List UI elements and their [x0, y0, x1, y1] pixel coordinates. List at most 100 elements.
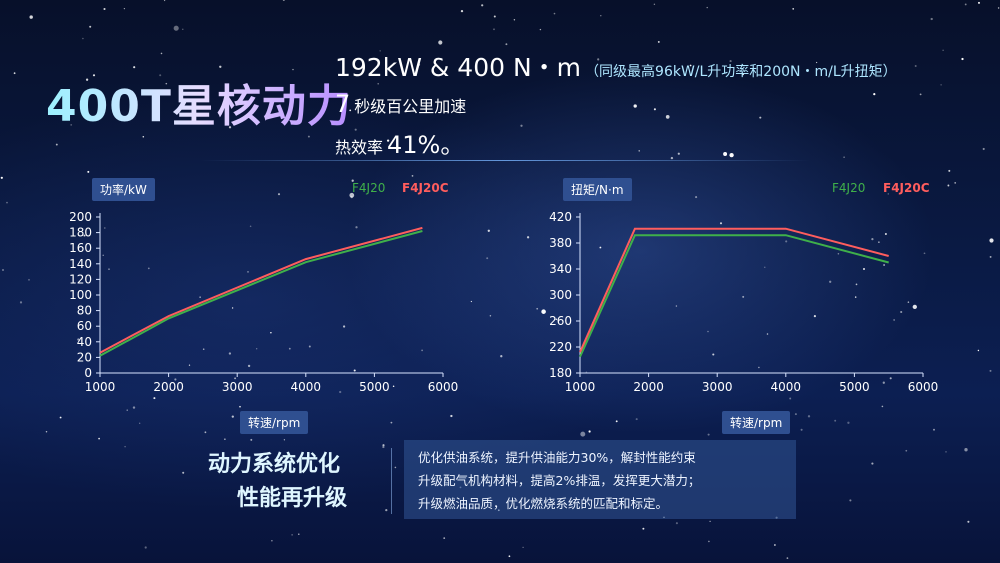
- star: [642, 527, 645, 530]
- star: [633, 104, 637, 108]
- star: [353, 369, 356, 372]
- star: [288, 347, 291, 350]
- star: [967, 520, 970, 523]
- y-tick-label: 80: [77, 304, 92, 318]
- star: [764, 266, 766, 268]
- star: [411, 175, 414, 177]
- star: [77, 338, 80, 341]
- star: [92, 74, 96, 77]
- star: [70, 123, 73, 126]
- star: [250, 438, 253, 441]
- star: [947, 184, 950, 187]
- star: [742, 295, 745, 298]
- star: [675, 522, 678, 525]
- power-torque-value: 192kW & 400 N・m: [335, 53, 582, 82]
- star: [741, 73, 745, 76]
- star: [182, 28, 184, 30]
- star: [13, 72, 16, 75]
- star: [657, 40, 660, 43]
- star: [256, 348, 258, 350]
- y-tick-label: 340: [549, 262, 572, 276]
- star: [144, 546, 147, 549]
- star: [394, 466, 397, 469]
- star: [513, 19, 516, 21]
- star: [526, 236, 530, 239]
- star: [766, 333, 769, 335]
- star: [829, 280, 832, 283]
- star: [124, 445, 126, 448]
- star: [470, 300, 473, 303]
- torque-legend-f4j20: F4J20: [832, 181, 866, 195]
- star: [307, 135, 310, 138]
- star: [486, 257, 489, 260]
- star: [204, 431, 207, 434]
- star: [174, 378, 177, 381]
- star: [339, 390, 342, 394]
- star: [597, 58, 600, 61]
- star: [342, 325, 346, 328]
- star: [298, 533, 300, 535]
- torque-chart: 180 220 260 300 340 380 420 1000 2000 3000 4000 500…: [549, 210, 938, 394]
- star: [2, 269, 4, 271]
- star: [989, 238, 994, 243]
- star: [964, 448, 968, 452]
- power-chart-ylabel: 功率/kW: [92, 178, 155, 201]
- description-line: 升级燃油品质，优化燃烧系统的匹配和标定。: [418, 496, 669, 511]
- star: [794, 413, 797, 416]
- star: [670, 156, 674, 160]
- description-line: 优化供油系统，提升供油能力30%，解封性能约束: [418, 450, 696, 465]
- star: [123, 7, 126, 10]
- star: [989, 369, 992, 372]
- star: [729, 152, 734, 158]
- star: [553, 12, 556, 15]
- star: [224, 438, 226, 440]
- star: [580, 431, 586, 437]
- star: [500, 355, 503, 358]
- series-line-f4j20: [99, 230, 423, 357]
- y-tick-label: 100: [69, 288, 92, 302]
- y-tick-label: 220: [549, 340, 572, 354]
- star: [188, 364, 191, 366]
- y-tick-label: 200: [69, 210, 92, 224]
- star: [355, 226, 358, 229]
- star: [231, 307, 234, 309]
- star: [508, 555, 511, 558]
- x-tick-label: 6000: [428, 380, 459, 394]
- star: [139, 422, 141, 424]
- star: [382, 445, 385, 449]
- x-tick-label: 2000: [633, 380, 664, 394]
- star: [813, 315, 816, 318]
- star: [919, 93, 922, 96]
- star: [108, 268, 110, 270]
- star: [882, 381, 885, 384]
- star: [159, 74, 162, 77]
- highlight-line-2: 性能再升级: [237, 486, 348, 511]
- star: [834, 419, 837, 422]
- torque-chart-ylabel: 扭矩/N·m: [563, 178, 632, 201]
- star: [638, 150, 640, 152]
- star: [0, 176, 3, 179]
- star: [98, 437, 100, 440]
- star: [202, 348, 205, 350]
- star: [706, 6, 708, 9]
- star: [948, 169, 951, 172]
- star: [6, 201, 8, 204]
- star: [87, 170, 90, 173]
- power-chart-xlabel: 转速/rpm: [240, 411, 309, 434]
- star: [339, 58, 341, 60]
- star: [292, 68, 294, 71]
- series-line-f4j20c: [99, 226, 423, 354]
- star: [977, 349, 980, 352]
- star: [881, 405, 884, 408]
- star: [390, 421, 393, 424]
- series-line-f4j20c: [579, 227, 889, 353]
- y-tick-label: 260: [549, 314, 572, 328]
- x-tick-label: 3000: [222, 380, 253, 394]
- star: [45, 430, 48, 433]
- star: [392, 385, 395, 387]
- star: [29, 15, 33, 19]
- star: [889, 377, 892, 380]
- star: [283, 439, 286, 441]
- x-tick-label: 1000: [565, 380, 596, 394]
